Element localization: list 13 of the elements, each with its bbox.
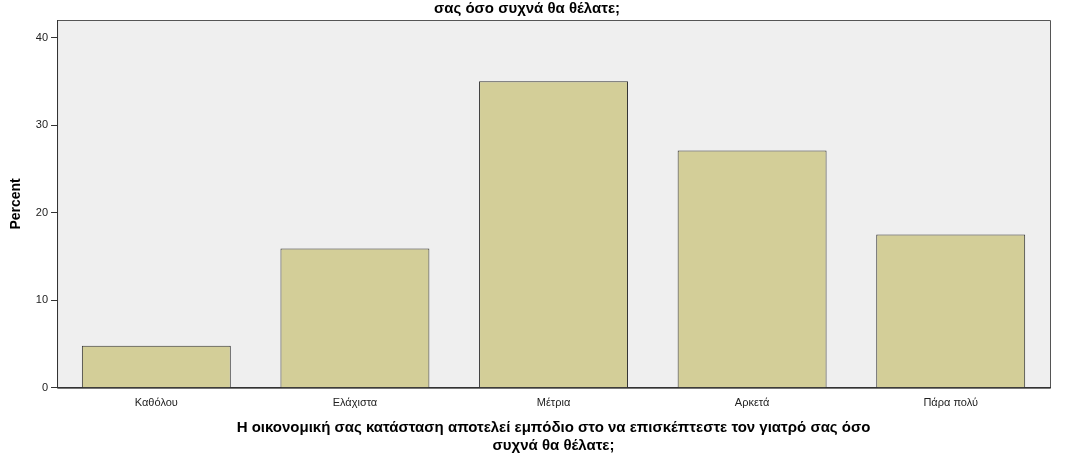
- x-tick-label: Ελάχιστα: [332, 396, 378, 409]
- chart-title: σας όσο συχνά θα θέλατε;: [433, 0, 621, 17]
- y-tick-label: 40: [35, 30, 49, 43]
- y-tick-label: 30: [35, 118, 49, 131]
- x-tick-label: Πάρα πολύ: [923, 396, 978, 409]
- y-tick-label: 10: [35, 293, 49, 306]
- y-tick-label: 20: [35, 205, 49, 218]
- x-axis-title: Η οικονομική σας κατάσταση αποτελεί εμπόδιο στο να επισκέπτεστε τον γιατρό σας όσο συχνά θα θέλατε;: [236, 418, 871, 454]
- y-tick-label: 0: [41, 380, 49, 393]
- x-tick-label: Καθόλου: [134, 396, 178, 409]
- y-axis-title: Percent: [7, 177, 24, 230]
- x-tick-label: Μέτρια: [536, 396, 571, 409]
- x-tick-label: Αρκετά: [734, 396, 771, 409]
